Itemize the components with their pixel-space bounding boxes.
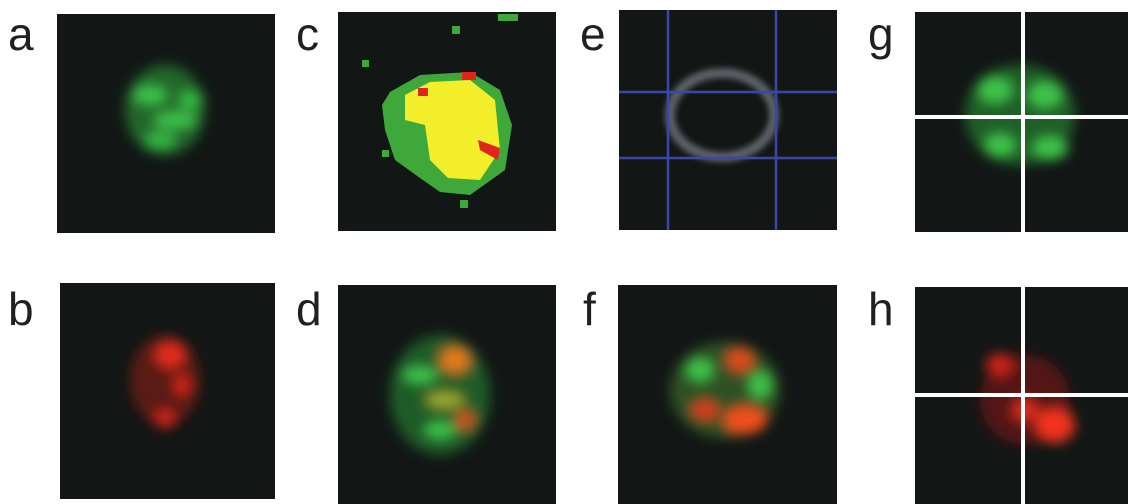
panel-g-image [915,12,1128,232]
figure: a b c d e f g h [0,0,1128,504]
panel-a-image [57,14,275,233]
panel-label: e [580,8,606,60]
panel-label: h [868,283,894,335]
panel-label: d [296,283,322,335]
panel-f-image [618,285,837,504]
panel-label: f [583,283,596,335]
panel-d-image [338,285,556,504]
panel-label: a [8,8,34,60]
panel-b-image [60,283,275,499]
panel-label: c [296,8,319,60]
panel-label: g [868,8,894,60]
panel-c-image [338,12,556,231]
panel-label: b [8,283,34,335]
panel-e-image [619,10,837,230]
panel-h-image [915,287,1128,504]
page: {"panels": [{"label": "a"}, {"label": "b… [0,0,1128,504]
